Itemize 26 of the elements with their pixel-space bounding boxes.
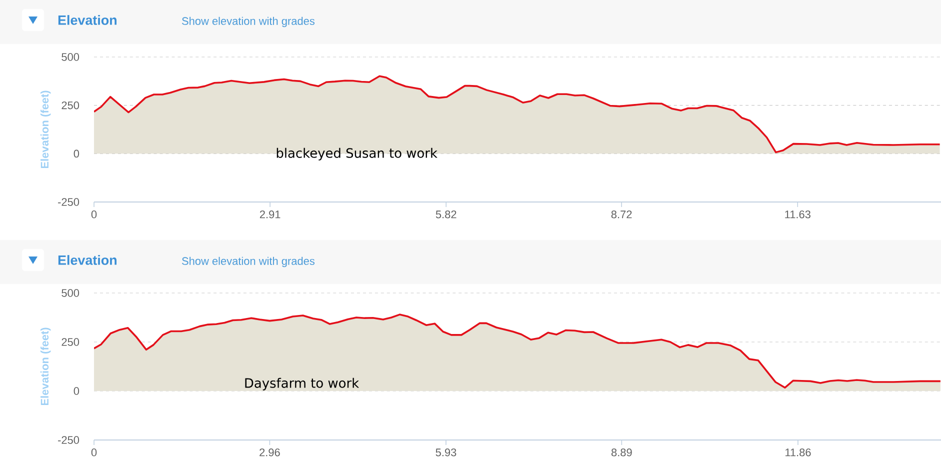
y-axis-title: Elevation (feet) (40, 328, 51, 406)
annotation: blackeyed Susan to work (276, 148, 438, 160)
annotation: Daysfarm to work (245, 378, 360, 390)
x-tick-label: 11.63 (785, 210, 810, 218)
y-tick-label: -250 (58, 436, 80, 444)
y-tick-label: 0 (74, 387, 80, 395)
x-tick-label: 5.93 (436, 448, 456, 456)
x-tick-label: 8.72 (611, 210, 632, 218)
y-tick-label: 250 (62, 338, 80, 346)
x-tick-label: 0 (91, 448, 97, 456)
x-tick-label: 2.96 (260, 448, 280, 456)
x-tick-label: 8.89 (611, 448, 632, 456)
y-axis-title: Elevation (feet) (40, 90, 51, 168)
chart-subtitle: Show elevation with grades (182, 256, 315, 268)
chart-title: Elevation (58, 255, 116, 265)
x-tick-label: 11.86 (785, 448, 811, 456)
chart-subtitle: Show elevation with grades (182, 16, 315, 28)
y-tick-label: 250 (62, 101, 80, 110)
y-tick-label: 500 (62, 289, 80, 297)
x-tick-label: 2.91 (260, 210, 280, 218)
x-tick-label: 0 (91, 210, 97, 218)
x-tick-label: 5.82 (436, 210, 456, 218)
chart-title: Elevation (58, 15, 116, 25)
y-tick-label: -250 (58, 198, 80, 206)
y-tick-label: 0 (74, 150, 80, 158)
y-tick-label: 500 (62, 53, 80, 61)
